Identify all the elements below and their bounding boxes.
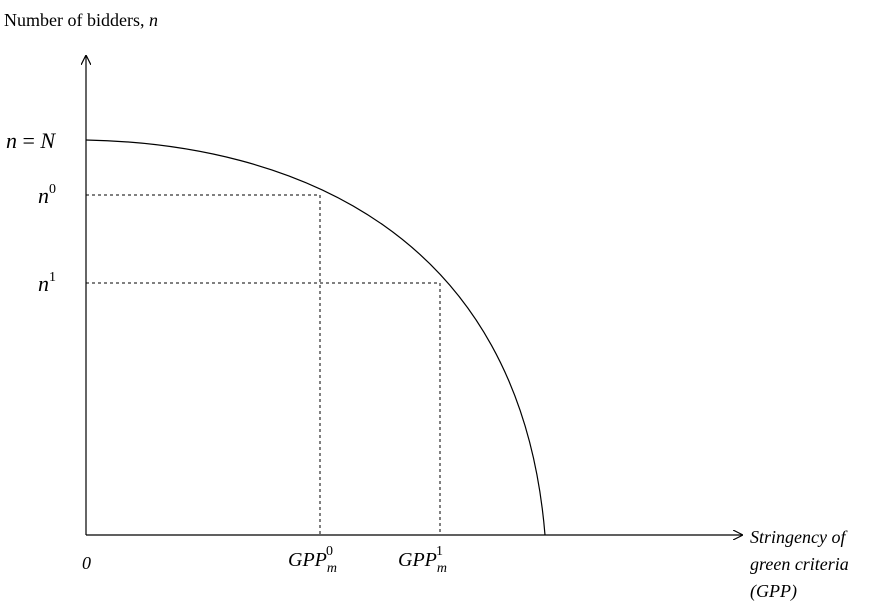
y-tick-equals: = [17, 128, 40, 153]
y-tick-label-n1: n1 [38, 270, 56, 296]
y-tick-n0-base: n [38, 183, 49, 208]
bidders-curve [85, 139, 546, 536]
x-axis-title-line-1: Stringency of [750, 527, 848, 547]
y-tick-n: n [6, 128, 17, 153]
y-tick-n0-sup: 0 [49, 182, 56, 197]
x-tick-gpp1-base: GPP [398, 549, 437, 571]
x-axis-title-line-3: (GPP) [750, 581, 797, 602]
x-tick-gpp0-sub: m [327, 561, 337, 576]
y-tick-n1-sup: 1 [49, 270, 56, 285]
y-tick-n1-base: n [38, 271, 49, 296]
x-tick-label-gpp1: GPPm 1 [398, 544, 447, 576]
x-axis-title-line-2: green criteria [750, 554, 849, 574]
y-tick-label-n-equals-N: n = N [6, 128, 56, 153]
x-origin-label: 0 [82, 553, 91, 573]
x-tick-label-gpp0: GPPm 0 [288, 544, 337, 576]
x-tick-gpp0-sup: 0 [326, 544, 333, 559]
y-axis-title-variable: n [149, 10, 158, 30]
y-axis-title: Number of bidders, n [4, 10, 158, 30]
y-tick-label-n0: n0 [38, 182, 56, 208]
x-tick-gpp1-sub: m [437, 561, 447, 576]
y-axis-title-prefix: Number of bidders, [4, 10, 149, 30]
y-tick-N: N [39, 128, 56, 153]
x-tick-gpp1-sup: 1 [436, 544, 443, 559]
x-tick-gpp0-base: GPP [288, 549, 327, 571]
